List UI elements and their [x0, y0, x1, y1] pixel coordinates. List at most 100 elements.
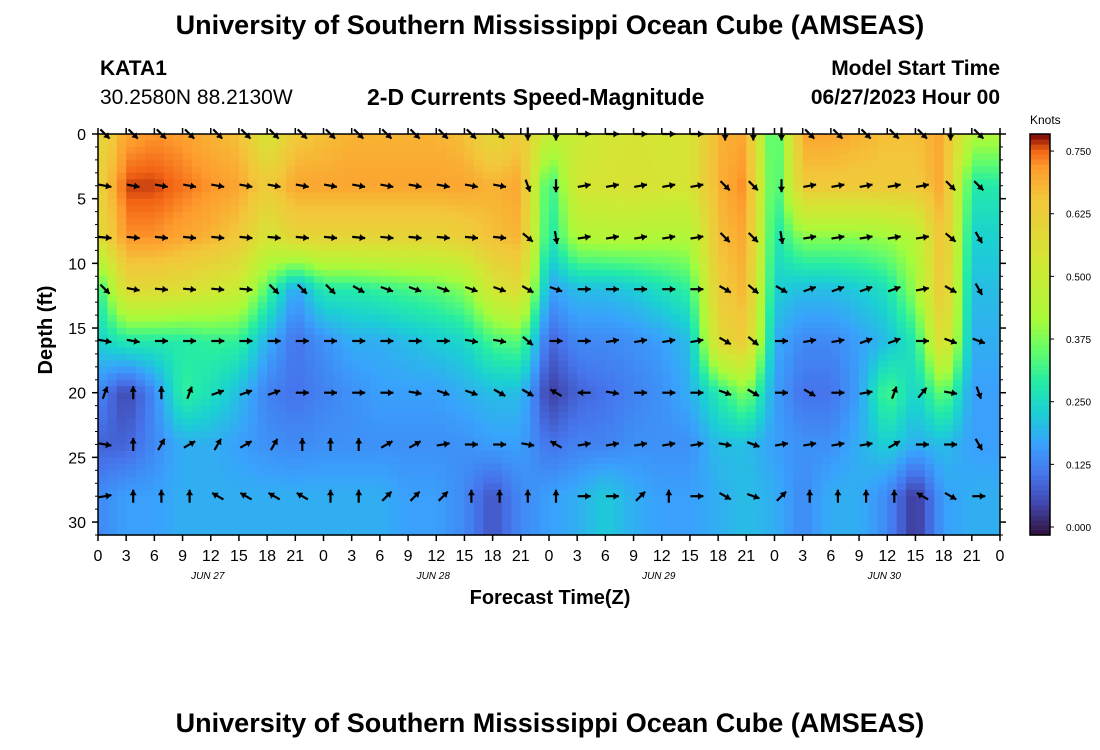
heatmap-cell — [821, 444, 832, 452]
heatmap-cell — [953, 308, 964, 316]
heatmap-cell — [163, 463, 174, 471]
heatmap-cell — [652, 366, 663, 374]
heatmap-cell — [868, 146, 879, 155]
heatmap-cell — [558, 159, 569, 167]
heatmap-cell — [699, 315, 710, 323]
heatmap-cell — [389, 295, 400, 303]
heatmap-cell — [116, 192, 127, 200]
heatmap-cell — [877, 450, 888, 458]
heatmap-cell — [840, 347, 851, 355]
heatmap-cell — [877, 386, 888, 394]
heatmap-cells — [98, 134, 1001, 536]
heatmap-cell — [210, 134, 221, 142]
heatmap-cell — [586, 243, 597, 252]
heatmap-cell — [802, 269, 813, 277]
heatmap-cell — [473, 211, 484, 219]
heatmap-cell — [755, 192, 766, 200]
heatmap-cell — [379, 256, 390, 264]
heatmap-cell — [492, 425, 503, 433]
heatmap-cell — [220, 315, 231, 323]
heatmap-cell — [361, 166, 372, 174]
heatmap-cell — [361, 243, 372, 252]
heatmap-cell — [464, 425, 475, 433]
heatmap-cell — [595, 185, 606, 193]
heatmap-cell — [220, 153, 231, 161]
heatmap-cell — [887, 269, 898, 277]
heatmap-cell — [718, 425, 729, 433]
heatmap-cell — [107, 373, 118, 381]
heatmap-cell — [652, 243, 663, 252]
heatmap-cell — [652, 276, 663, 284]
heatmap-cell — [821, 340, 832, 349]
heatmap-cell — [736, 302, 747, 310]
heatmap-cell — [746, 463, 757, 471]
heatmap-cell — [558, 405, 569, 413]
heatmap-cell — [577, 205, 588, 213]
heatmap-cell — [718, 334, 729, 342]
heatmap-cell — [661, 237, 672, 245]
heatmap-cell — [455, 450, 466, 458]
heatmap-cell — [849, 405, 860, 413]
heatmap-cell — [605, 412, 616, 420]
heatmap-cell — [774, 276, 785, 284]
heatmap-cell — [492, 328, 503, 336]
heatmap-cell — [154, 205, 165, 213]
heatmap-cell — [154, 334, 165, 342]
heatmap-cell — [370, 289, 381, 297]
heatmap-cell — [765, 444, 776, 452]
heatmap-cell — [135, 386, 146, 394]
heatmap-cell — [483, 463, 494, 471]
heatmap-cell — [483, 153, 494, 161]
heatmap-cell — [736, 250, 747, 258]
heatmap-cell — [859, 276, 870, 284]
heatmap-cell — [220, 431, 231, 439]
heatmap-cell — [248, 399, 259, 407]
heatmap-cell — [98, 425, 108, 433]
heatmap-cell — [934, 243, 945, 252]
heatmap-cell — [718, 198, 729, 206]
heatmap-cell — [238, 386, 249, 394]
heatmap-cell — [257, 185, 268, 193]
heatmap-cell — [699, 224, 710, 232]
heatmap-cell — [135, 276, 146, 284]
heatmap-cell — [492, 392, 503, 400]
heatmap-cell — [746, 172, 757, 180]
heatmap-cell — [934, 431, 945, 439]
heatmap-cell — [276, 192, 287, 200]
heatmap-cell — [426, 405, 437, 413]
heatmap-cell — [257, 360, 268, 368]
heatmap-cell — [445, 302, 456, 310]
heatmap-cell — [718, 328, 729, 336]
heatmap-cell — [126, 444, 137, 452]
heatmap-cell — [830, 412, 841, 420]
heatmap-cell — [370, 205, 381, 213]
heatmap-cell — [210, 269, 221, 277]
heatmap-cell — [248, 159, 259, 167]
heatmap-cell — [389, 347, 400, 355]
heatmap-cell — [417, 450, 428, 458]
heatmap-cell — [492, 444, 503, 452]
heatmap-cell — [154, 463, 165, 471]
heatmap-cell — [398, 334, 409, 342]
heatmap-cell — [877, 211, 888, 219]
heatmap-cell — [285, 198, 296, 206]
heatmap-cell — [492, 450, 503, 458]
heatmap-cell — [502, 457, 513, 465]
heatmap-cell — [661, 256, 672, 264]
heatmap-cell — [210, 431, 221, 439]
heatmap-cell — [633, 340, 644, 349]
heatmap-cell — [408, 134, 419, 142]
heatmap-cell — [530, 463, 541, 471]
heatmap-cell — [783, 302, 794, 310]
heatmap-cell — [614, 146, 625, 155]
heatmap-cell — [924, 250, 935, 258]
heatmap-cell — [502, 321, 513, 329]
heatmap-cell — [98, 412, 108, 420]
heatmap-cell — [859, 437, 870, 446]
heatmap-cell — [295, 463, 306, 471]
heatmap-cell — [473, 205, 484, 213]
heatmap-cell — [332, 437, 343, 446]
heatmap-cell — [370, 295, 381, 303]
heatmap-cell — [802, 159, 813, 167]
heatmap-cell — [830, 347, 841, 355]
